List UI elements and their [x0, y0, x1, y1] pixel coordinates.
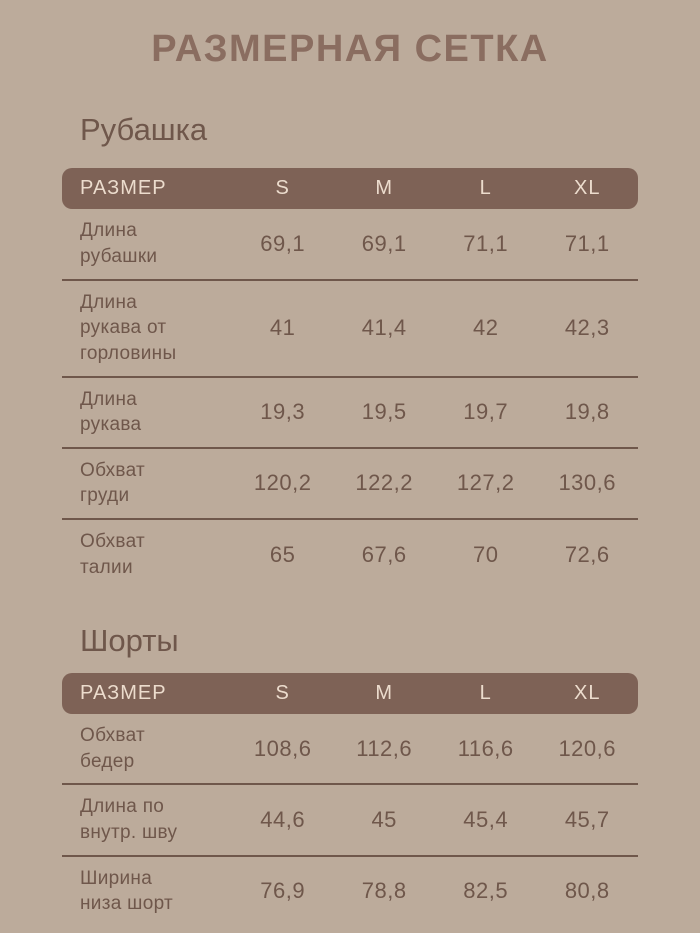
row-label: Длина по внутр. шву	[62, 785, 232, 857]
shirt-section: Рубашка РАЗМЕР S M L XL Длина рубашки 69…	[62, 112, 638, 590]
row-label: Обхват груди	[62, 449, 232, 521]
size-l-header: L	[434, 168, 537, 210]
size-column-header: РАЗМЕР	[62, 168, 232, 210]
cell-value: 112,6	[333, 714, 435, 786]
size-column-header: РАЗМЕР	[62, 673, 232, 715]
cell-value: 71,1	[434, 209, 537, 281]
table-row: Обхват талии 65 67,6 70 72,6	[62, 520, 638, 589]
size-s-header: S	[231, 168, 334, 210]
row-label-text: Длина рукава	[80, 388, 142, 436]
cell-value: 71,1	[536, 209, 638, 281]
shirt-size-table: РАЗМЕР S M L XL Длина рубашки 69,1 69,1 …	[62, 168, 638, 589]
table-row: Длина рубашки 69,1 69,1 71,1 71,1	[62, 209, 638, 281]
shorts-section: Шорты РАЗМЕР S M L XL Обхват бедер 108,6…	[62, 623, 638, 925]
cell-value: 72,6	[564, 541, 610, 567]
table-row: Ширина низа шорт 76,9 78,8 82,5 80,8	[62, 857, 638, 926]
size-l-header: L	[434, 673, 537, 715]
cell-value: 120,2	[231, 449, 334, 521]
row-label-text: Длина рукава от горловины	[80, 291, 177, 364]
row-label-text: Обхват бедер	[80, 725, 146, 772]
shorts-section-title: Шорты	[80, 623, 179, 659]
cell-value: 65	[269, 541, 296, 567]
cell-value: 19,8	[536, 378, 638, 449]
shirt-table-header-row: РАЗМЕР S M L XL	[62, 168, 638, 210]
cell-value: 69,1	[333, 209, 435, 281]
shorts-size-table: РАЗМЕР S M L XL Обхват бедер 108,6 112,6…	[62, 673, 638, 926]
row-label-text: Обхват груди	[80, 459, 146, 507]
cell-value: 120,6	[536, 714, 638, 786]
row-label-text: Длина по внутр. шву	[80, 796, 178, 843]
cell-value: 41	[231, 281, 334, 378]
cell-value: 82,5	[463, 878, 509, 904]
shirt-section-title: Рубашка	[80, 111, 208, 147]
cell-value: 108,6	[231, 714, 334, 786]
cell-value: 76,9	[260, 878, 306, 904]
table-row: Обхват бедер 108,6 112,6 116,6 120,6	[62, 714, 638, 786]
cell-value: 45	[333, 785, 435, 857]
cell-value: 70	[472, 541, 499, 567]
row-label: Длина рукава от горловины	[62, 281, 232, 378]
row-label: Ширина низа шорт	[62, 857, 232, 926]
cell-value: 42,3	[536, 281, 638, 378]
page-title: РАЗМЕРНАЯ СЕТКА	[151, 28, 549, 70]
size-xl-header: XL	[536, 673, 638, 715]
cell-value: 130,6	[536, 449, 638, 521]
row-label: Обхват бедер	[62, 714, 232, 786]
cell-value: 42	[434, 281, 537, 378]
cell-value: 41,4	[333, 281, 435, 378]
cell-value: 127,2	[434, 449, 537, 521]
row-label: Обхват талии	[62, 520, 232, 589]
cell-value: 122,2	[333, 449, 435, 521]
cell-value: 19,3	[231, 378, 334, 449]
row-label-text: Длина рубашки	[80, 220, 158, 267]
size-m-header: M	[333, 673, 435, 715]
cell-value: 44,6	[231, 785, 334, 857]
size-s-header: S	[231, 673, 334, 715]
size-m-header: M	[333, 168, 435, 210]
row-label-text: Обхват талии	[80, 531, 146, 578]
cell-value: 45,4	[434, 785, 537, 857]
row-label-text: Ширина низа шорт	[80, 867, 174, 915]
cell-value: 116,6	[434, 714, 537, 786]
table-row: Длина по внутр. шву 44,6 45 45,4 45,7	[62, 785, 638, 857]
row-label: Длина рукава	[62, 378, 232, 449]
row-label: Длина рубашки	[62, 209, 232, 281]
cell-value: 19,7	[434, 378, 537, 449]
size-xl-header: XL	[536, 168, 638, 210]
cell-value: 19,5	[333, 378, 435, 449]
table-row: Обхват груди 120,2 122,2 127,2 130,6	[62, 449, 638, 521]
shorts-table-header-row: РАЗМЕР S M L XL	[62, 673, 638, 715]
cell-value: 78,8	[361, 878, 407, 904]
cell-value: 45,7	[536, 785, 638, 857]
table-row: Длина рукава 19,3 19,5 19,7 19,8	[62, 378, 638, 449]
cell-value: 69,1	[231, 209, 334, 281]
cell-value: 67,6	[361, 541, 407, 567]
cell-value: 80,8	[564, 878, 610, 904]
table-row: Длина рукава от горловины 41 41,4 42 42,…	[62, 281, 638, 378]
